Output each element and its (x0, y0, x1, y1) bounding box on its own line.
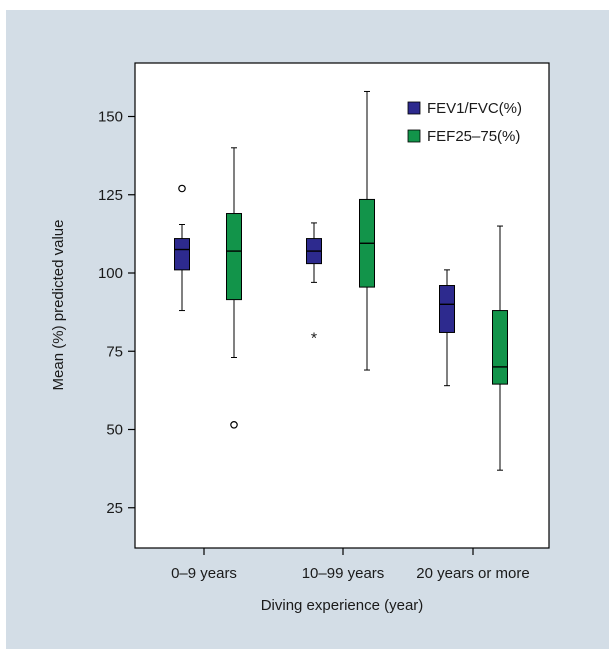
outlier-circle (178, 184, 186, 193)
x-tick-label: 10–99 years (302, 565, 385, 582)
y-axis-title: Mean (%) predicted value (50, 220, 67, 391)
outlier-circle (230, 421, 238, 429)
box (174, 238, 190, 271)
box (439, 285, 455, 333)
y-tick-label: 125 (98, 187, 123, 204)
outlier-star: * (311, 331, 317, 348)
y-tick-label: 100 (98, 265, 123, 282)
x-tick-label: 20 years or more (416, 565, 529, 582)
box (226, 213, 242, 301)
y-tick-label: 50 (106, 422, 123, 439)
plot-area (134, 62, 550, 549)
legend-label-fev1: FEV1/FVC(%) (427, 100, 522, 117)
box-group (492, 225, 508, 471)
box-group (226, 147, 242, 429)
y-axis: 25 50 75 100 125 150 (98, 109, 135, 517)
legend-swatch-fev1 (407, 101, 421, 115)
y-tick-label: 150 (98, 109, 123, 126)
y-tick-label: 75 (106, 343, 123, 360)
x-axis-title: Diving experience (year) (261, 597, 424, 614)
x-axis: 0–9 years 10–99 years 20 years or more (171, 548, 530, 582)
boxes-group: * (174, 90, 508, 471)
boxplot-chart: 25 50 75 100 125 150 0–9 years 10–99 years 20 y… (50, 62, 550, 614)
box-group (439, 269, 455, 387)
box-group (174, 184, 190, 312)
legend: FEV1/FVC(%) FEF25–75(%) (407, 100, 522, 145)
legend-swatch-fef (407, 129, 421, 143)
box-group (359, 90, 375, 371)
legend-label-fef: FEF25–75(%) (427, 128, 520, 145)
y-tick-label: 25 (106, 500, 123, 517)
box-group: * (306, 222, 322, 348)
x-tick-label: 0–9 years (171, 565, 237, 582)
box (492, 310, 508, 385)
figure-panel: 25 50 75 100 125 150 0–9 years 10–99 years 20 y… (6, 10, 609, 649)
